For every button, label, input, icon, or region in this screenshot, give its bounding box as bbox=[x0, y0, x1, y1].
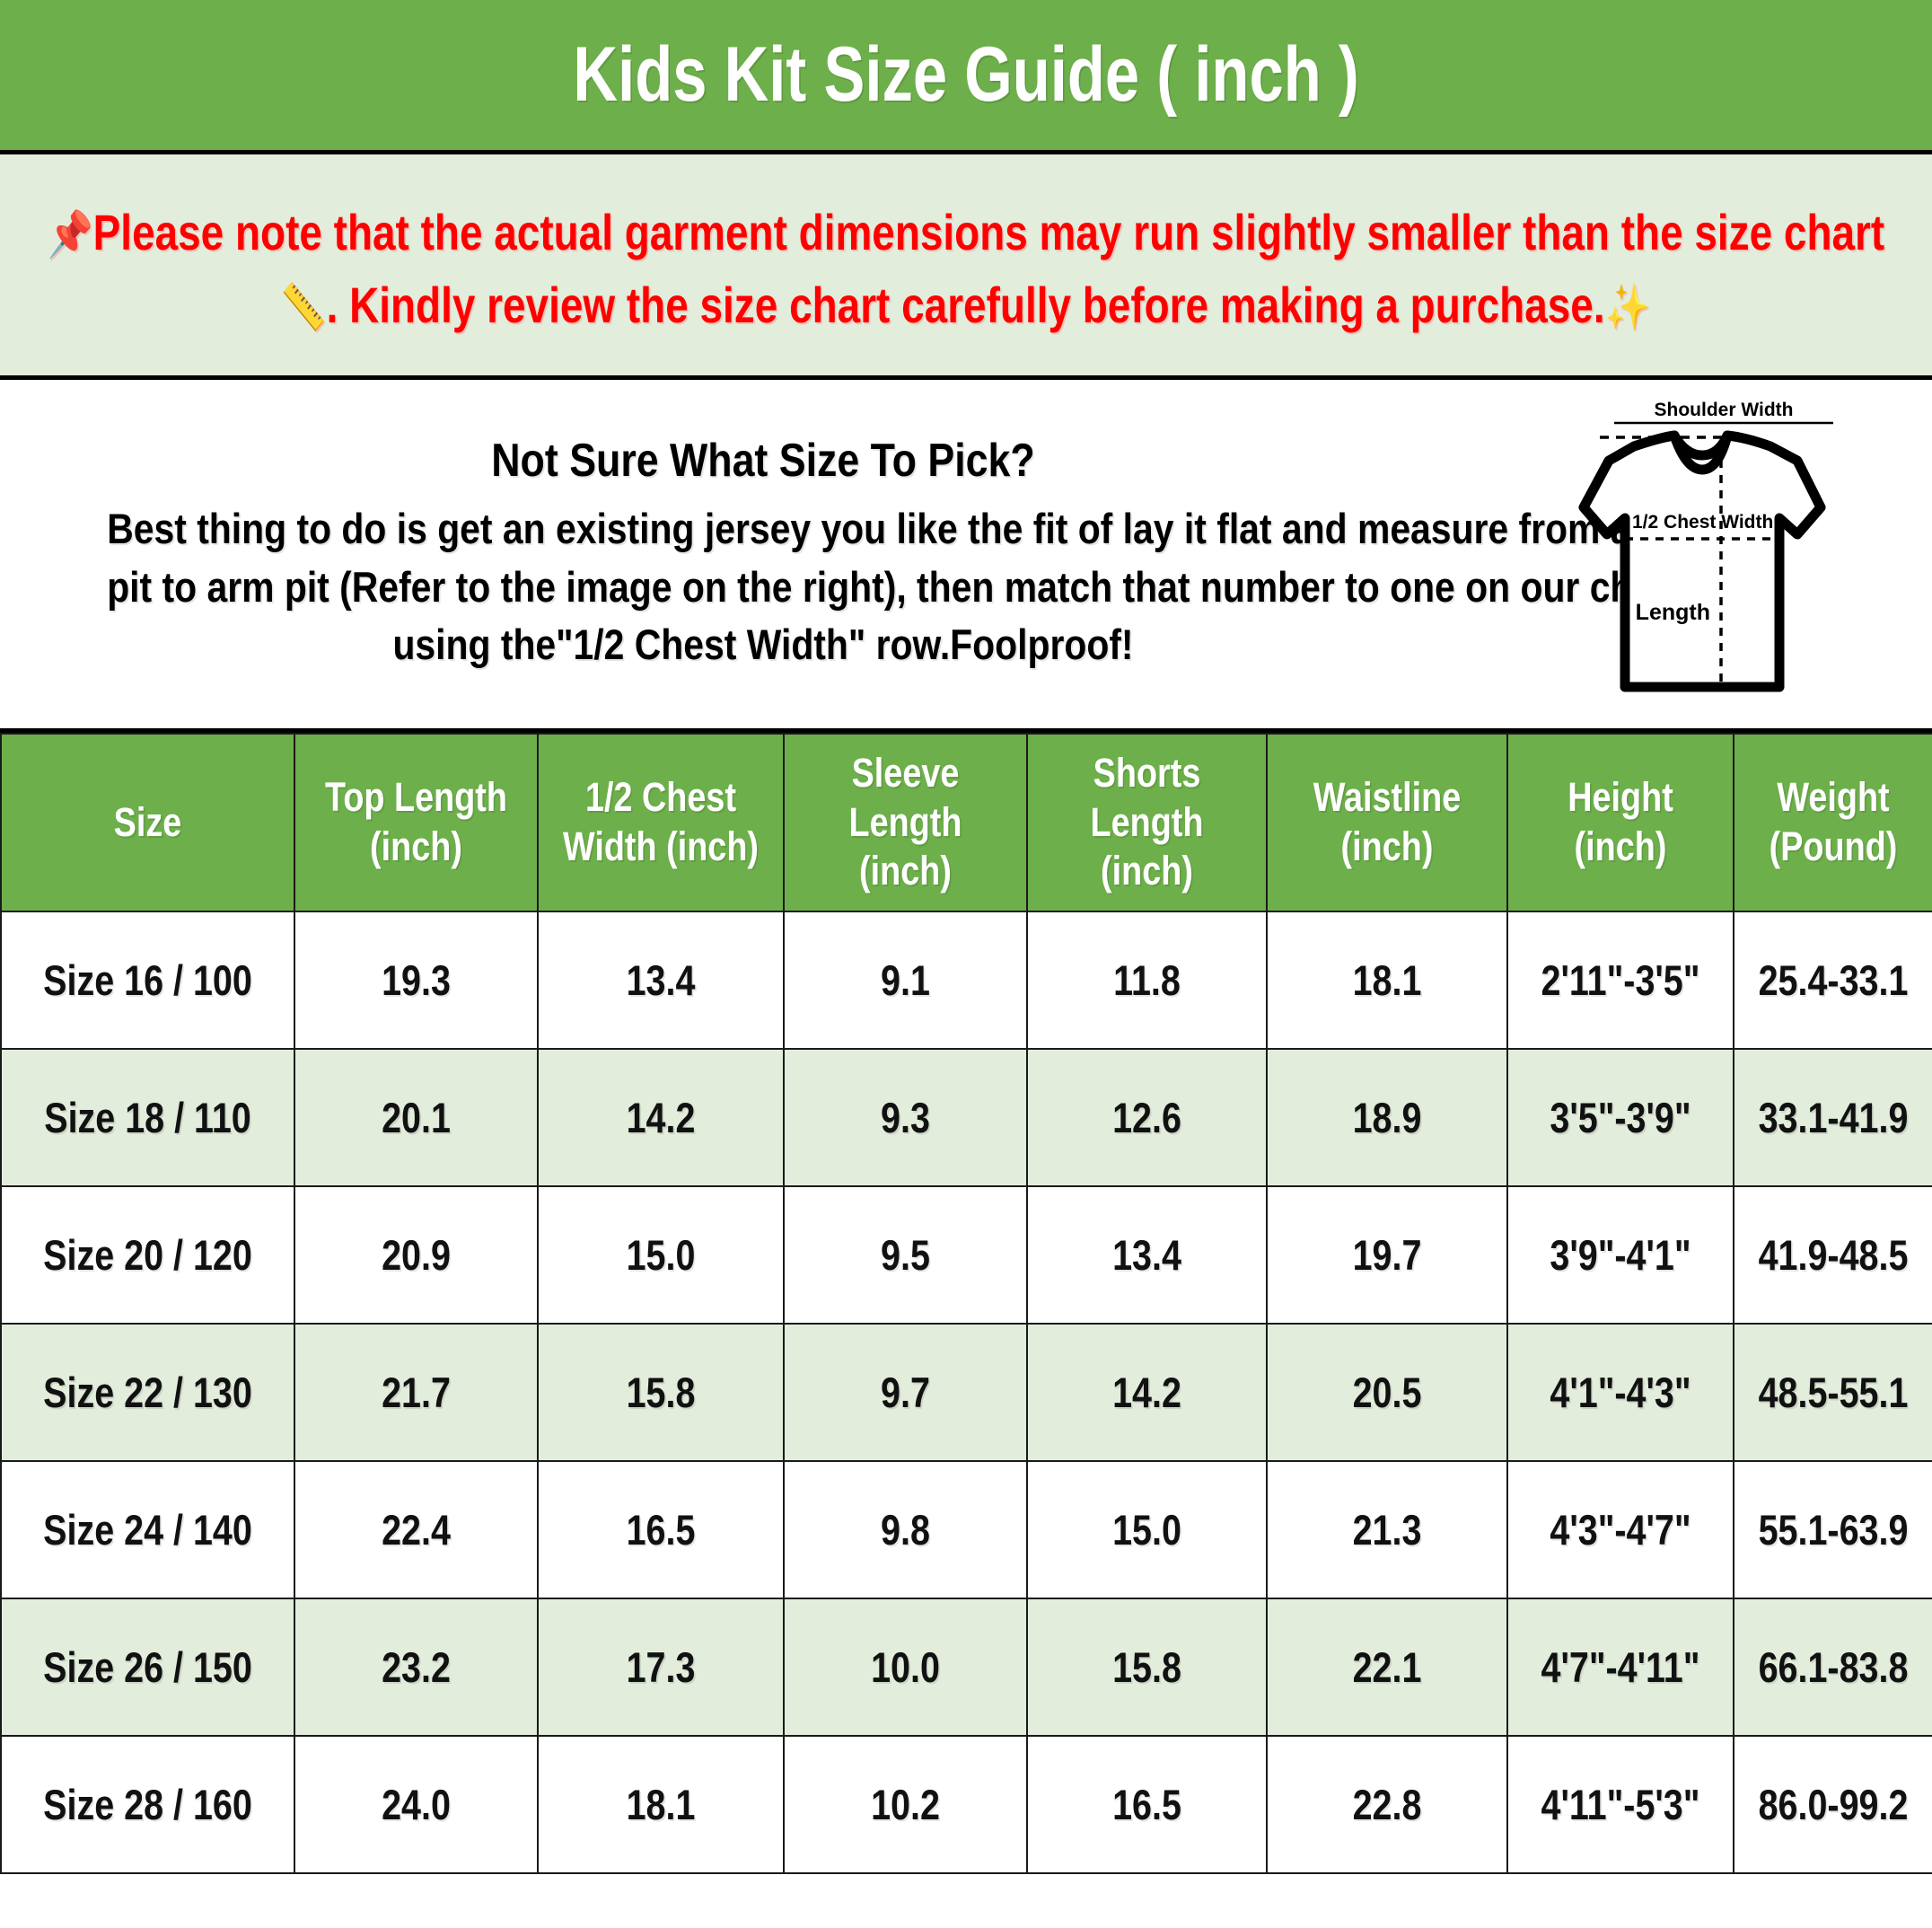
table-row: Size 24 / 140 22.4 16.5 9.8 15.0 21.3 4'… bbox=[0, 1460, 1932, 1599]
cell-sleeve-length: 9.5 bbox=[783, 1185, 1028, 1325]
column-header-sleeve-length: Sleeve Length (inch) bbox=[783, 733, 1028, 912]
cell-sleeve-length: 9.7 bbox=[783, 1323, 1028, 1462]
table-row: Size 20 / 120 20.9 15.0 9.5 13.4 19.7 3'… bbox=[0, 1185, 1932, 1325]
cell-weight: 41.9-48.5 bbox=[1733, 1185, 1932, 1325]
cell-top-length: 19.3 bbox=[294, 911, 539, 1050]
cell-shorts-length: 12.6 bbox=[1026, 1048, 1268, 1187]
column-header-height: Height (inch) bbox=[1506, 733, 1734, 912]
tshirt-measurement-diagram: Shoulder Width 1/2 Chest Width Length bbox=[1535, 391, 1912, 723]
cell-waistline: 21.3 bbox=[1266, 1460, 1508, 1599]
table-row: Size 26 / 150 23.2 17.3 10.0 15.8 22.1 4… bbox=[0, 1598, 1932, 1737]
cell-half-chest-width: 15.8 bbox=[537, 1323, 785, 1462]
cell-shorts-length: 11.8 bbox=[1026, 911, 1268, 1050]
cell-waistline: 22.1 bbox=[1266, 1598, 1508, 1737]
table-row: Size 16 / 100 19.3 13.4 9.1 11.8 18.1 2'… bbox=[0, 911, 1932, 1050]
cell-weight: 66.1-83.8 bbox=[1733, 1598, 1932, 1737]
cell-size: Size 22 / 130 bbox=[0, 1323, 295, 1462]
cell-sleeve-length: 10.0 bbox=[783, 1598, 1028, 1737]
cell-weight: 33.1-41.9 bbox=[1733, 1048, 1932, 1187]
cell-weight: 48.5-55.1 bbox=[1733, 1323, 1932, 1462]
cell-top-length: 22.4 bbox=[294, 1460, 539, 1599]
table-header-row: Size Top Length (inch) 1/2 Chest Width (in… bbox=[0, 733, 1932, 912]
cell-size: Size 20 / 120 bbox=[0, 1185, 295, 1325]
cell-height: 3'5"-3'9" bbox=[1506, 1048, 1734, 1187]
notice-line-1-text: Please note that the actual garment dime… bbox=[92, 203, 1885, 260]
cell-size: Size 16 / 100 bbox=[0, 911, 295, 1050]
cell-sleeve-length: 9.8 bbox=[783, 1460, 1028, 1599]
cell-sleeve-length: 9.3 bbox=[783, 1048, 1028, 1187]
cell-shorts-length: 15.0 bbox=[1026, 1460, 1268, 1599]
cell-shorts-length: 14.2 bbox=[1026, 1323, 1268, 1462]
cell-half-chest-width: 13.4 bbox=[537, 911, 785, 1050]
cell-waistline: 20.5 bbox=[1266, 1323, 1508, 1462]
table-row: Size 28 / 160 24.0 18.1 10.2 16.5 22.8 4… bbox=[0, 1735, 1932, 1874]
cell-top-length: 24.0 bbox=[294, 1735, 539, 1874]
cell-height: 4'3"-4'7" bbox=[1506, 1460, 1734, 1599]
cell-shorts-length: 15.8 bbox=[1026, 1598, 1268, 1737]
info-body-line-1: Best thing to do is get an existing jers… bbox=[107, 504, 1678, 552]
half-chest-width-label-text: 1/2 Chest Width bbox=[1632, 512, 1773, 533]
info-body-line-2: pit to arm pit (Refer to the image on th… bbox=[107, 562, 1680, 611]
size-chart-table: Size Top Length (inch) 1/2 Chest Width (in… bbox=[0, 733, 1932, 1874]
shoulder-width-label-text: Shoulder Width bbox=[1655, 400, 1794, 420]
cell-weight: 25.4-33.1 bbox=[1733, 911, 1932, 1050]
length-label-text: Length bbox=[1636, 600, 1710, 625]
cell-height: 4'11"-5'3" bbox=[1506, 1735, 1734, 1874]
column-header-shorts-length: Shorts Length (inch) bbox=[1026, 733, 1268, 912]
cell-sleeve-length: 9.1 bbox=[783, 911, 1028, 1050]
cell-half-chest-width: 17.3 bbox=[537, 1598, 785, 1737]
cell-shorts-length: 16.5 bbox=[1026, 1735, 1268, 1874]
cell-weight: 86.0-99.2 bbox=[1733, 1735, 1932, 1874]
cell-sleeve-length: 10.2 bbox=[783, 1735, 1028, 1874]
cell-height: 3'9"-4'1" bbox=[1506, 1185, 1734, 1325]
cell-top-length: 20.9 bbox=[294, 1185, 539, 1325]
cell-waistline: 18.1 bbox=[1266, 911, 1508, 1050]
cell-weight: 55.1-63.9 bbox=[1733, 1460, 1932, 1599]
pushpin-icon: 📌 bbox=[47, 207, 93, 260]
cell-half-chest-width: 14.2 bbox=[537, 1048, 785, 1187]
sparkles-icon: ✨ bbox=[1605, 281, 1652, 333]
cell-height: 4'7"-4'11" bbox=[1506, 1598, 1734, 1737]
column-header-half-chest-width: 1/2 Chest Width (inch) bbox=[537, 733, 785, 912]
cell-shorts-length: 13.4 bbox=[1026, 1185, 1268, 1325]
info-section: Not Sure What Size To Pick? Best thing t… bbox=[0, 380, 1932, 733]
table-row: Size 18 / 110 20.1 14.2 9.3 12.6 18.9 3'… bbox=[0, 1048, 1932, 1187]
ruler-icon: 📏 bbox=[280, 281, 327, 333]
column-header-waistline: Waistline (inch) bbox=[1266, 733, 1508, 912]
notice-line-1: 📌Please note that the actual garment dim… bbox=[48, 196, 1885, 269]
cell-waistline: 19.7 bbox=[1266, 1185, 1508, 1325]
cell-waistline: 22.8 bbox=[1266, 1735, 1508, 1874]
cell-waistline: 18.9 bbox=[1266, 1048, 1508, 1187]
cell-size: Size 26 / 150 bbox=[0, 1598, 295, 1737]
info-heading: Not Sure What Size To Pick? bbox=[491, 434, 1035, 487]
title-banner: Kids Kit Size Guide ( inch ) bbox=[0, 0, 1932, 154]
cell-size: Size 28 / 160 bbox=[0, 1735, 295, 1874]
cell-half-chest-width: 15.0 bbox=[537, 1185, 785, 1325]
cell-top-length: 20.1 bbox=[294, 1048, 539, 1187]
info-text-block: Not Sure What Size To Pick? Best thing t… bbox=[0, 434, 1680, 675]
notice-line-2: 📏. Kindly review the size chart carefull… bbox=[281, 269, 1651, 341]
cell-size: Size 24 / 140 bbox=[0, 1460, 295, 1599]
column-header-top-length: Top Length (inch) bbox=[294, 733, 539, 912]
cell-half-chest-width: 18.1 bbox=[537, 1735, 785, 1874]
cell-half-chest-width: 16.5 bbox=[537, 1460, 785, 1599]
notice-band: 📌Please note that the actual garment dim… bbox=[0, 154, 1932, 380]
cell-height: 4'1"-4'3" bbox=[1506, 1323, 1734, 1462]
cell-height: 2'11"-3'5" bbox=[1506, 911, 1734, 1050]
table-row: Size 22 / 130 21.7 15.8 9.7 14.2 20.5 4'… bbox=[0, 1323, 1932, 1462]
page-title: Kids Kit Size Guide ( inch ) bbox=[573, 31, 1359, 118]
cell-size: Size 18 / 110 bbox=[0, 1048, 295, 1187]
notice-line-2-text: . Kindly review the size chart carefully… bbox=[326, 277, 1606, 333]
column-header-weight: Weight (Pound) bbox=[1733, 733, 1932, 912]
info-body-line-3: using the"1/2 Chest Width" row.Foolproof… bbox=[392, 621, 1134, 669]
cell-top-length: 23.2 bbox=[294, 1598, 539, 1737]
column-header-size: Size bbox=[0, 733, 295, 912]
table-body: Size 16 / 100 19.3 13.4 9.1 11.8 18.1 2'… bbox=[0, 911, 1932, 1874]
cell-top-length: 21.7 bbox=[294, 1323, 539, 1462]
